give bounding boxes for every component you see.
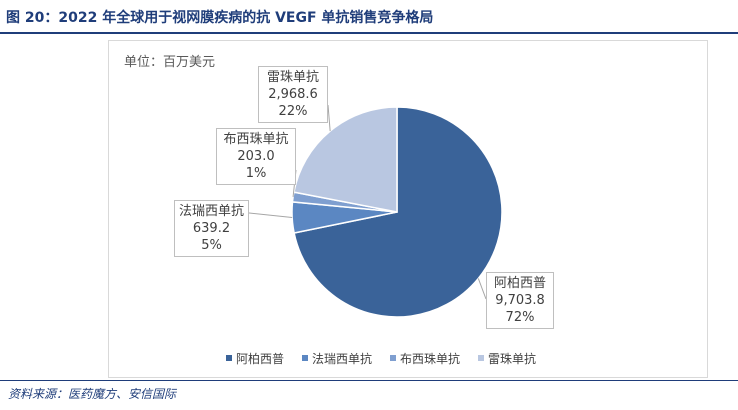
callout-value-label: 2,968.6 [268,87,318,102]
callout-aflibercept: 阿柏西普 9,703.8 72% [486,272,554,329]
callout-ranibizumab: 雷珠单抗 2,968.6 22% [258,66,328,123]
callout-pct-label: 72% [505,310,535,325]
callout-pct-label: 5% [201,238,222,253]
unit-label: 单位：百万美元 [124,55,216,70]
pie-slice [293,106,398,213]
legend-label: 阿柏西普 [236,351,285,366]
leader-line [477,278,487,300]
legend-item: 布西珠单抗 [390,350,460,367]
pie-slices [291,106,503,318]
legend-item: 法瑞西单抗 [302,350,372,367]
title-rule [0,32,738,34]
legend-label: 布西珠单抗 [400,351,461,366]
callout-value-label: 639.2 [192,221,231,236]
callout-name: 布西珠单抗 [223,132,289,147]
callout-name: 雷珠单抗 [266,70,319,85]
source-rule [0,380,738,381]
callout-pct-label: 1% [245,166,267,181]
legend-item: 雷珠单抗 [478,350,536,367]
source-note: 资料来源：医药魔方、安信国际 [8,387,177,401]
callout-brolucizumab: 布西珠单抗 203.0 1% [216,128,296,185]
legend-swatch [390,355,397,361]
callout-faricimab: 法瑞西单抗 639.2 5% [174,200,250,257]
legend: 阿柏西普 法瑞西单抗 布西珠单抗 雷珠单抗 [226,348,606,368]
callout-value-label: 9,703.8 [495,293,545,308]
legend-label: 法瑞西单抗 [312,351,373,366]
legend-item: 阿柏西普 [226,350,284,367]
figure-title: 图 20：2022 年全球用于视网膜疾病的抗 VEGF 单抗销售竞争格局 [6,10,434,26]
callout-pct-label: 22% [278,104,308,119]
legend-label: 雷珠单抗 [488,351,537,366]
legend-swatch [226,355,232,361]
legend-swatch [478,355,485,361]
legend-swatch [302,355,309,361]
callout-name: 法瑞西单抗 [179,204,245,219]
callout-value-label: 203.0 [237,149,275,164]
leader-line [327,104,331,132]
callout-name: 阿柏西普 [493,276,546,291]
